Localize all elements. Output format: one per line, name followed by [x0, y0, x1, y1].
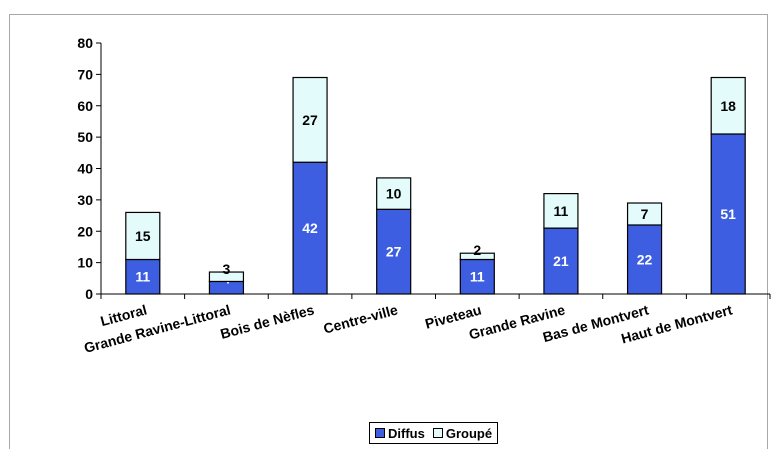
y-tick-label: 40 [77, 161, 93, 177]
bar-segment-groupé [626, 202, 663, 226]
category-label: Bois de Nèfles [219, 301, 317, 341]
y-tick-label: 30 [77, 192, 93, 208]
data-label: 15 [135, 228, 151, 244]
y-tick-label: 60 [77, 98, 93, 114]
chart-frame [9, 14, 768, 449]
bar-segment-groupé [208, 271, 245, 283]
bar-segment-diffus [710, 133, 746, 295]
category-label: Grande Ravine-Littoral [82, 301, 232, 356]
bar-segment-diffus [459, 258, 495, 295]
data-label: 27 [302, 112, 318, 128]
y-tick-label: 80 [77, 35, 93, 51]
data-label: 2 [473, 242, 481, 258]
bar-segment-diffus [626, 224, 663, 295]
data-label: 10 [386, 186, 402, 202]
legend-label-groupe: Groupé [445, 425, 493, 441]
data-label: 18 [720, 98, 736, 114]
data-label: 11 [135, 269, 150, 285]
bar-segment-groupé [292, 76, 328, 163]
data-label: 11 [470, 269, 485, 285]
bar-segment-groupé [376, 177, 412, 210]
y-tick-label: 50 [77, 129, 93, 145]
bar-segment-groupé [459, 252, 495, 261]
legend-swatch-diffus [375, 428, 385, 438]
y-tick-label: 0 [85, 286, 93, 302]
bar-segment-diffus [376, 208, 412, 295]
data-label: 7 [641, 206, 649, 222]
legend-label-diffus: Diffus [388, 425, 425, 441]
bar-segment-groupé [543, 193, 579, 229]
data-label: 27 [386, 244, 402, 260]
data-label: 22 [637, 251, 653, 267]
y-tick-label: 10 [77, 255, 93, 271]
data-label: 51 [720, 206, 736, 222]
legend-swatch-groupe [432, 428, 443, 438]
category-label: Centre-ville [322, 301, 400, 336]
data-label: 21 [553, 253, 569, 269]
y-tick-label: 70 [77, 66, 93, 82]
y-tick-label: 20 [77, 223, 93, 239]
data-label: 3 [223, 261, 231, 277]
legend-item-diffus: Diffus [375, 426, 425, 441]
bar-segment-groupé [125, 211, 161, 261]
bar-segment-groupé [710, 76, 746, 135]
legend: Diffus Groupé [369, 422, 499, 444]
data-label: 11 [554, 203, 569, 219]
bar-segment-diffus [543, 227, 579, 295]
legend-item-groupe: Groupé [432, 425, 493, 441]
data-label: 42 [302, 220, 318, 236]
bar-segment-diffus [292, 161, 328, 295]
